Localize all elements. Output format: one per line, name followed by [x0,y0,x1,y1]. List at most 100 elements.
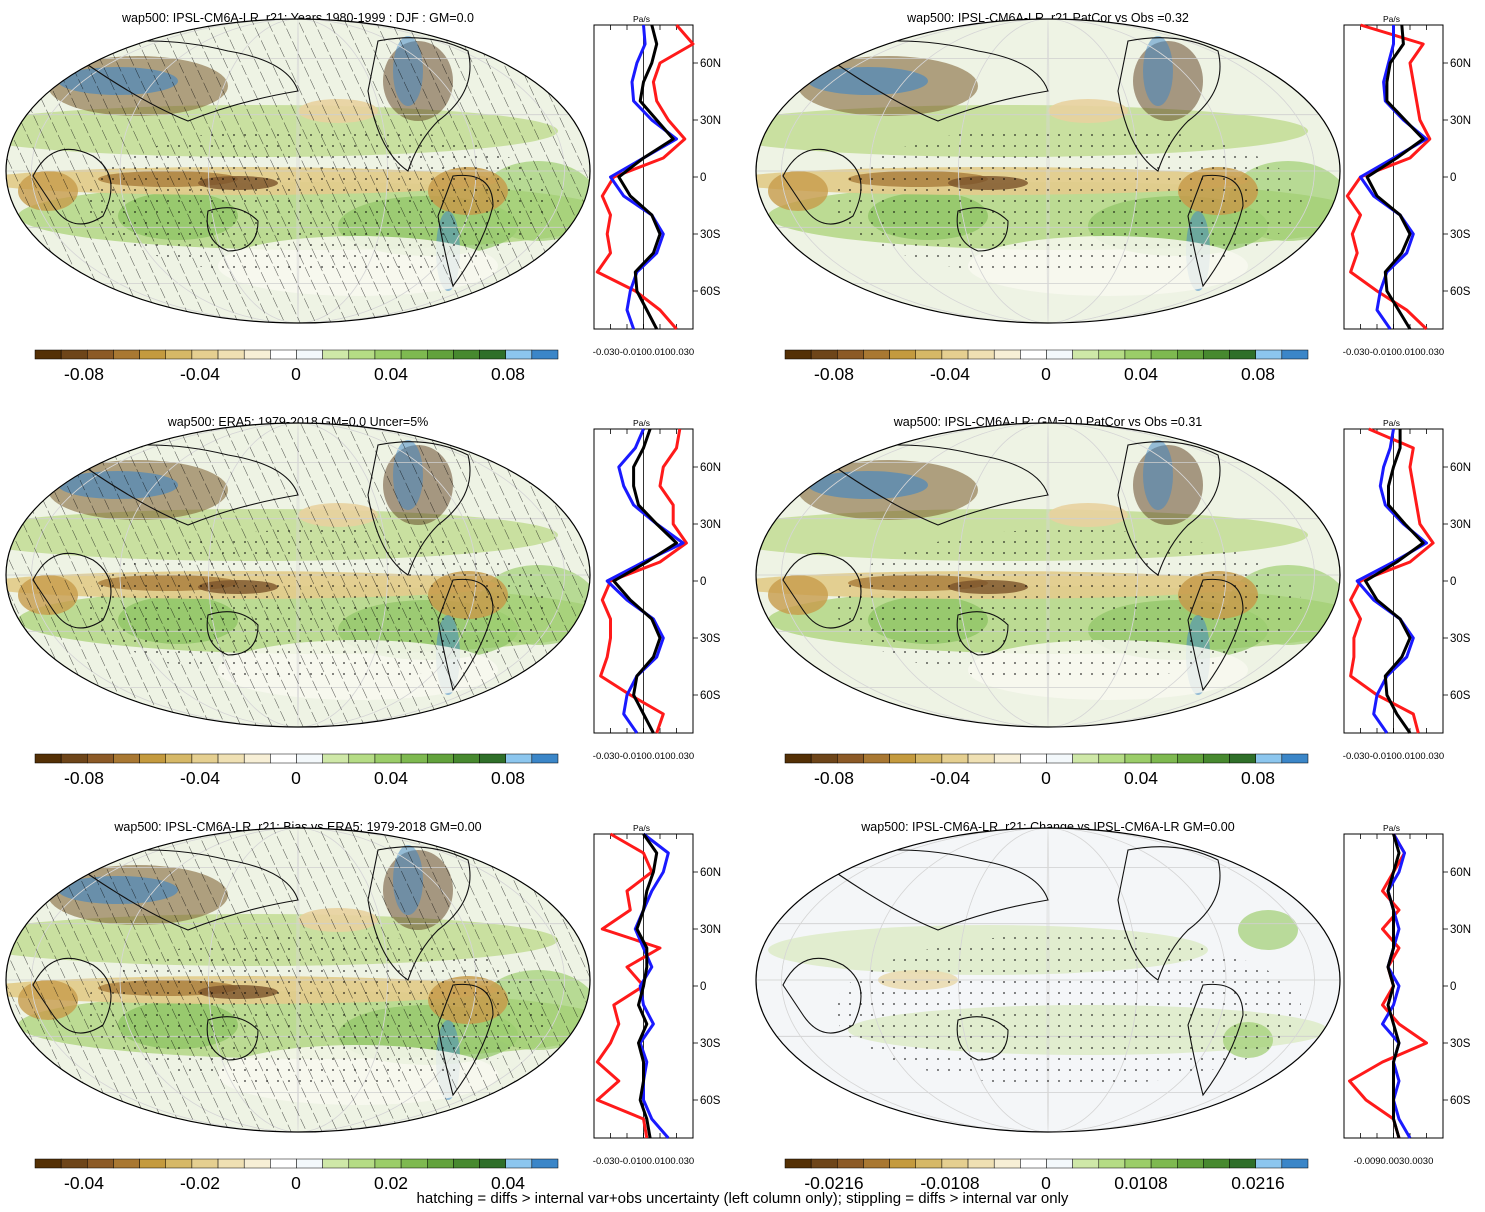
coastline [816,849,1049,931]
colorbar-tick-label: 0 [291,364,301,384]
colorbar-cell [889,1158,916,1169]
coastline [816,444,1049,526]
colorbar-cell [967,349,995,360]
colorbar-tick-label: 0 [1041,768,1051,788]
profile-ylabel: 0 [700,172,706,184]
colorbar-cell [217,1158,245,1169]
panel-3: wap500: ERA5: 1979-2018 GM=0.0 Uncer=5% -… [5,415,721,788]
colorbar-cell [427,753,454,764]
colorbar-cell [505,1158,533,1169]
colorbar-tick-label: -0.02 [180,1173,220,1193]
colorbar-tick-label: 0 [1041,1173,1051,1193]
colorbar-cell [993,349,1021,360]
colorbar: -0.08 -0.04 0 0.04 0.08 [784,349,1309,384]
colorbar-cell [1255,349,1283,360]
map-outline [755,18,1341,324]
colorbar-tick-label: -0.04 [180,768,220,788]
profile-ylabel: 60N [1450,462,1471,474]
colorbar-cell [784,753,812,764]
profile-ylabel: 60S [700,690,721,702]
colorbar-cell [400,1158,428,1169]
colorbar-cell [322,1158,350,1169]
colorbar-tick-label: -0.08 [64,364,104,384]
stippling [834,529,1302,681]
profile-unit: Pa/s [1383,14,1400,24]
colorbar-cell [941,753,969,764]
colorbar-cell [296,1158,323,1169]
colorbar-tick-label: -0.04 [180,364,220,384]
map-field [756,423,1340,727]
profile-ylabel: 30S [1450,229,1471,241]
colorbar-cell [322,753,350,764]
colorbar-cell [1229,753,1256,764]
colorbar-tick-label: 0.04 [374,768,408,788]
colorbar-cell [1203,753,1230,764]
colorbar-tick-label: -0.08 [814,364,854,384]
colorbar-cell [1098,349,1126,360]
profile-series-black [1386,833,1401,1139]
profile-xtick-labels: -0.030-0.0100.0100.030 [1343,347,1444,358]
colorbar-cell [941,349,969,360]
colorbar-cell [270,349,297,360]
colorbar-cell [217,349,245,360]
colorbar-tick-label: 0.04 [374,364,408,384]
colorbar-cell [1020,753,1047,764]
profile-ylabel: 30N [1450,924,1471,936]
colorbar: -0.08 -0.04 0 0.04 0.08 [34,349,559,384]
colorbar-cell [1072,753,1100,764]
stippling [84,529,552,681]
colorbar-cell [87,349,114,360]
map-field [6,423,590,727]
map-field [6,828,590,1132]
colorbar-cell [967,753,995,764]
map-outline [5,827,591,1133]
colorbar-cell [34,753,62,764]
colorbar-cell [1046,349,1073,360]
colorbar-cell [217,753,245,764]
map-field [756,828,1340,1132]
colorbar-cell [810,753,838,764]
colorbar-cell [34,1158,62,1169]
colorbar-tick-label: 0.08 [491,364,525,384]
colorbar-cell [1124,753,1152,764]
profile-ylabel: 60S [700,1095,721,1107]
colorbar-cell [1124,1158,1152,1169]
profile-unit: Pa/s [633,418,650,428]
colorbar: -0.08 -0.04 0 0.04 0.08 [34,753,559,788]
profile-ylabel: 0 [1450,576,1456,588]
colorbar-cell [1229,349,1256,360]
coastline [816,40,1049,122]
profile-ylabel: 30N [1450,115,1471,127]
profile-ylabel: 0 [700,576,706,588]
colorbar-cell [374,349,402,360]
profile-ylabel: 30S [700,229,721,241]
colorbar-cell [191,753,219,764]
colorbar-cell [1281,753,1309,764]
panel-title: wap500: ERA5: 1979-2018 GM=0.0 Uncer=5% [167,415,429,429]
zonal-profile: Pa/s 60N 30N 0 30S 60S -0.030-0.0100.0100.030 [1343,14,1471,358]
colorbar-cell [1072,349,1100,360]
colorbar-tick-label: -0.04 [64,1173,104,1193]
profile-ylabel: 60N [700,462,721,474]
colorbar-cell [296,753,323,764]
colorbar-cell [348,1158,376,1169]
colorbar-cell [993,753,1021,764]
colorbar-cell [1177,349,1204,360]
colorbar-cell [139,1158,167,1169]
colorbar: -0.08 -0.04 0 0.04 0.08 [784,753,1309,788]
colorbar-cell [322,349,350,360]
colorbar-cell [915,349,943,360]
panel-title: wap500: IPSL-CM6A-LR: GM=0.0 PatCor vs O… [893,415,1203,429]
colorbar-cell [113,1158,140,1169]
colorbar-cell [191,349,219,360]
profile-ylabel: 60S [1450,1095,1471,1107]
colorbar-cell [1098,753,1126,764]
zonal-profile: Pa/s 60N 30N 0 30S 60S -0.030-0.0100.0100.030 [1343,418,1471,762]
map-field [756,19,1340,323]
colorbar-cell [453,1158,480,1169]
panel-title: wap500: IPSL-CM6A-LR_r21: Bias vs ERA5: … [113,820,481,834]
profile-ylabel: 60N [700,867,721,879]
panel-title: wap500: IPSL-CM6A-LR_r21 PatCor vs Obs =… [906,11,1189,25]
colorbar-tick-label: 0 [1041,364,1051,384]
panel-title: wap500: IPSL-CM6A-LR_r21: Years 1980-199… [121,11,474,25]
